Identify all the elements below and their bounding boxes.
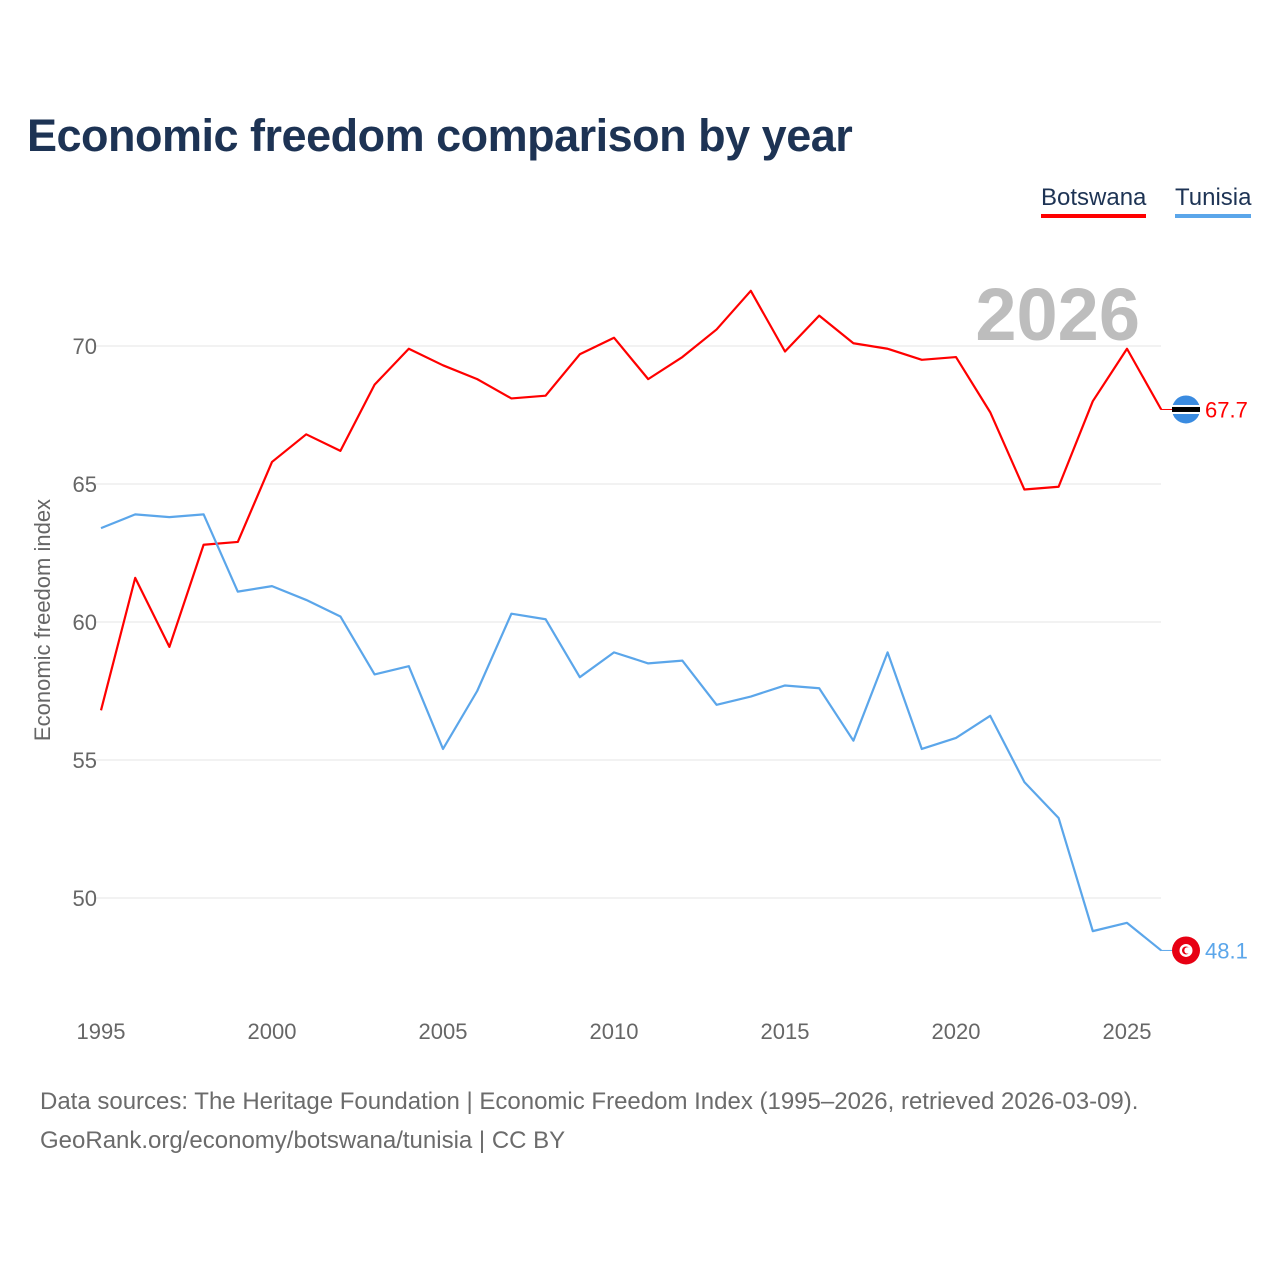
y-axis-label: Economic freedom index xyxy=(30,499,55,741)
legend-tunisia[interactable]: Tunisia xyxy=(1175,184,1252,218)
end-value-label: 67.7 xyxy=(1205,397,1248,422)
x-tick-label: 2025 xyxy=(1103,1019,1152,1044)
flag-stripe-black xyxy=(1172,406,1200,412)
x-tick-label: 2010 xyxy=(590,1019,639,1044)
footer-sources: Data sources: The Heritage Foundation | … xyxy=(40,1088,1139,1115)
flag-crescent-cut xyxy=(1184,947,1191,954)
y-tick-label: 55 xyxy=(73,748,97,773)
legend-botswana[interactable]: Botswana xyxy=(1041,184,1147,218)
series-line-botswana xyxy=(99,289,1163,711)
end-value-label: 48.1 xyxy=(1205,938,1248,963)
y-tick-label: 50 xyxy=(73,886,97,911)
x-tick-label: 2020 xyxy=(932,1019,981,1044)
year-watermark: 2026 xyxy=(975,273,1140,356)
x-tick-label: 2005 xyxy=(419,1019,468,1044)
y-tick-label: 65 xyxy=(73,472,97,497)
chart-title: Economic freedom comparison by year xyxy=(27,110,853,161)
flag-tunisia-icon xyxy=(1172,936,1200,965)
x-tick-label: 2015 xyxy=(761,1019,810,1044)
x-tick-label: 1995 xyxy=(77,1019,126,1044)
flag-botswana-icon xyxy=(1172,395,1200,424)
x-tick-label: 2000 xyxy=(248,1019,297,1044)
y-tick-label: 70 xyxy=(73,334,97,359)
series-line-tunisia xyxy=(100,513,1162,952)
footer-attribution[interactable]: GeoRank.org/economy/botswana/tunisia | C… xyxy=(40,1127,566,1154)
y-tick-label: 60 xyxy=(73,610,97,635)
